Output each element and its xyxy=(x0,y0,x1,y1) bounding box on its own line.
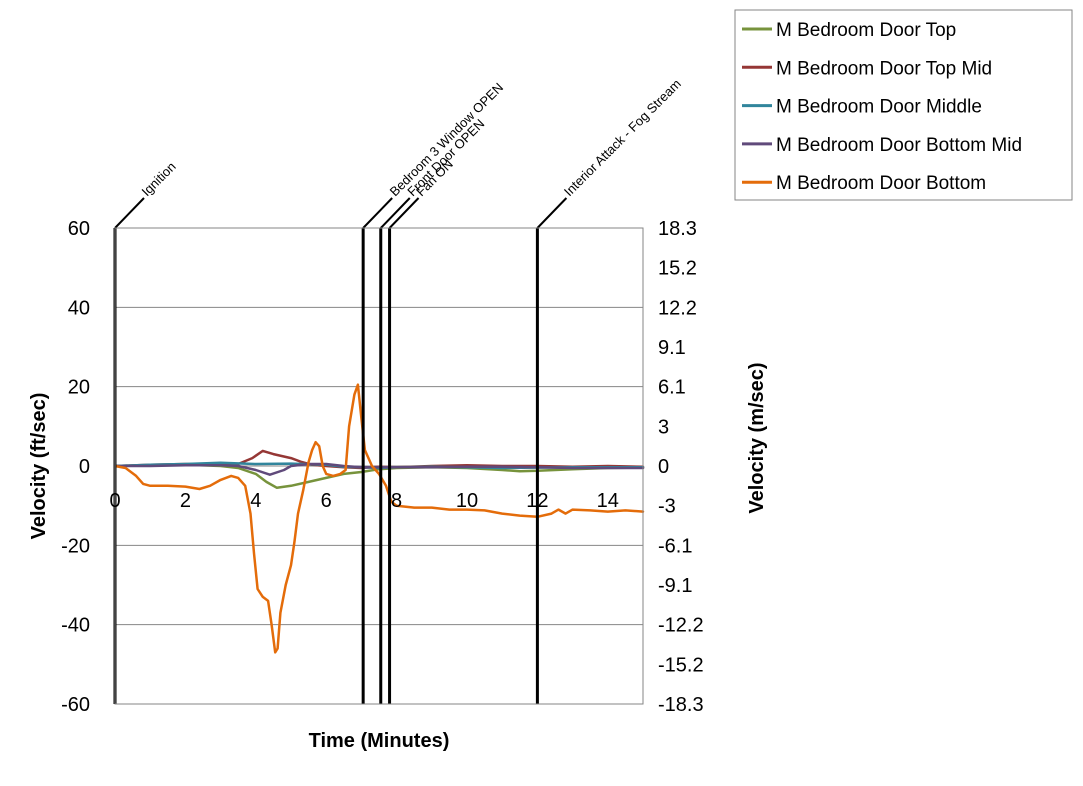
y-tick-label: 40 xyxy=(68,297,90,319)
y-tick-label: -40 xyxy=(61,615,90,637)
y2-tick-label: 9.1 xyxy=(658,337,686,359)
y-tick-label: 20 xyxy=(68,377,90,399)
y-tick-label: 0 xyxy=(79,456,90,478)
y2-tick-label: 15.2 xyxy=(658,258,697,280)
x-tick-label: 10 xyxy=(456,490,478,512)
y2-tick-label: 12.2 xyxy=(658,297,697,319)
legend-label: M Bedroom Door Middle xyxy=(776,97,982,118)
y-tick-label: -60 xyxy=(61,694,90,716)
y2-tick-label: 18.3 xyxy=(658,218,697,240)
legend-box xyxy=(734,9,1073,201)
x-axis-title: Time (Minutes) xyxy=(309,730,450,752)
x-tick-label: 2 xyxy=(180,490,191,512)
event-leader xyxy=(114,197,145,229)
x-tick-label: 8 xyxy=(391,490,402,512)
plot-area-border xyxy=(114,227,644,705)
x-tick-label: 14 xyxy=(597,490,619,512)
legend-label: M Bedroom Door Bottom xyxy=(776,173,986,194)
y2-tick-label: 3 xyxy=(658,416,669,438)
legend-label: M Bedroom Door Top xyxy=(776,20,956,41)
legend-label: M Bedroom Door Top Mid xyxy=(776,58,992,79)
event-label: Ignition xyxy=(139,159,179,199)
y2-tick-label: 6.1 xyxy=(658,377,686,399)
y-axis-right-title: Velocity (m/sec) xyxy=(746,362,768,513)
series-line xyxy=(113,463,645,490)
event-label: Bedroom 3 Window OPEN xyxy=(387,80,506,199)
y-axis-left-title: Velocity (ft/sec) xyxy=(28,393,50,540)
series-lines xyxy=(113,383,645,654)
legend: M Bedroom Door Top M Bedroom Door Top Mid… xyxy=(734,9,1073,201)
y2-tick-label: -18.3 xyxy=(658,694,704,716)
event-leader xyxy=(388,197,420,229)
y2-tick-label: -15.2 xyxy=(658,654,704,676)
x-tick-label: 0 xyxy=(109,490,120,512)
x-tick-label: 6 xyxy=(321,490,332,512)
x-tick-label: 12 xyxy=(526,490,548,512)
y2-tick-label: -12.2 xyxy=(658,615,704,637)
event-label: Interior Attack - Fog Stream xyxy=(561,76,684,199)
y2-tick-label: -3 xyxy=(658,496,676,518)
y-tick-label: -20 xyxy=(61,535,90,557)
y2-tick-label: -6.1 xyxy=(658,535,692,557)
y2-tick-label: -9.1 xyxy=(658,575,692,597)
x-tick-label: 4 xyxy=(250,490,261,512)
series-line xyxy=(113,462,645,476)
x-axis-ticks: 0 2 4 6 8 10 12 14 xyxy=(109,490,618,512)
y-axis-left-ticks: 60 40 20 0 -20 -40 -60 xyxy=(61,218,90,716)
series-line xyxy=(113,383,645,654)
y-tick-label: 60 xyxy=(68,218,90,240)
event-leader xyxy=(536,197,568,229)
legend-label: M Bedroom Door Bottom Mid xyxy=(776,135,1022,156)
y2-tick-label: 0 xyxy=(658,456,669,478)
event-leader xyxy=(380,197,411,229)
y-axis-right-ticks: 18.3 15.2 12.2 9.1 6.1 3 0 -3 -6.1 -9.1 -12.2 -15.2… xyxy=(658,218,704,716)
event-leader xyxy=(362,197,393,229)
